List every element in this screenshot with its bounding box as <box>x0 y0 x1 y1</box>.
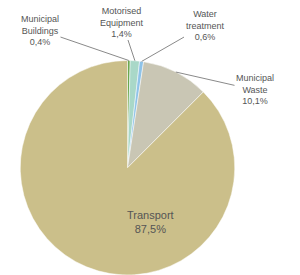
svg-text:MunicipalWaste10,1%: MunicipalWaste10,1% <box>236 73 274 106</box>
svg-text:MotorisedEquipment1,4%: MotorisedEquipment1,4% <box>100 6 144 39</box>
svg-text:Watertreatment0,6%: Watertreatment0,6% <box>186 9 225 42</box>
svg-text:Transport87,5%: Transport87,5% <box>127 209 174 235</box>
svg-text:MunicipalBuildings0,4%: MunicipalBuildings0,4% <box>21 14 59 47</box>
